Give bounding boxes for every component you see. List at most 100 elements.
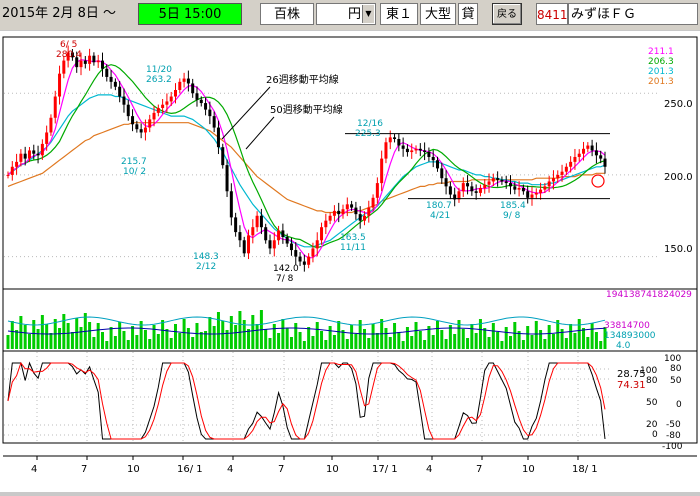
volume-bar <box>285 328 289 349</box>
volume-bar <box>530 335 534 349</box>
back-button[interactable]: 戻る <box>492 3 522 25</box>
candle-body <box>509 183 513 187</box>
volume-bar <box>126 340 130 349</box>
volume-bar <box>332 335 336 349</box>
volume-bar <box>423 340 427 349</box>
candle-body <box>393 137 397 139</box>
candle-body <box>521 188 525 192</box>
candle-body <box>216 127 220 148</box>
volume-bar <box>324 340 328 349</box>
volume-bar <box>66 323 70 349</box>
candle-body <box>397 139 401 146</box>
volume-bar <box>10 321 14 349</box>
volume-bar <box>453 334 457 349</box>
candle-body <box>182 78 186 82</box>
volume-bar <box>341 330 345 349</box>
currency-select[interactable]: 円 ▼ <box>316 3 376 25</box>
volume-bar <box>448 325 452 349</box>
size-class-field: 大型 <box>420 3 456 25</box>
candle-body <box>380 158 384 184</box>
candle-body <box>599 155 603 159</box>
volume-bar <box>367 338 371 349</box>
volume-bar <box>195 323 199 349</box>
candle-body <box>375 183 379 198</box>
volume-bar <box>375 333 379 349</box>
volume-bar <box>178 333 182 349</box>
volume-legend-current: 33814700 <box>604 321 650 331</box>
candle-body <box>225 165 229 192</box>
candle-body <box>298 256 302 262</box>
candle-body <box>483 184 487 188</box>
candle-body <box>543 186 547 190</box>
candle-body <box>569 161 573 167</box>
volume-bar <box>105 341 109 349</box>
candle-body <box>341 209 345 215</box>
volume-bar <box>58 328 62 349</box>
volume-bar <box>45 324 49 349</box>
volume-bar <box>277 333 281 349</box>
candle-body <box>32 150 36 154</box>
candle-body <box>255 215 259 228</box>
candle-body <box>539 189 543 193</box>
volume-bar <box>307 327 311 349</box>
candle-body <box>362 215 366 221</box>
volume-bar <box>122 331 126 349</box>
candle-body <box>582 148 586 154</box>
candle-body <box>315 240 319 249</box>
annotation-feb-price: 148.3 <box>193 252 219 262</box>
period-display[interactable]: 5日 15:00 <box>138 3 242 25</box>
annotation-dec-price: 225.3 <box>355 129 381 139</box>
volume-bar <box>79 327 83 349</box>
candle-body <box>414 148 418 151</box>
candle-body <box>242 240 246 254</box>
volume-bar <box>113 336 117 349</box>
candle-body <box>83 60 87 64</box>
stoch-k-line <box>7 361 606 440</box>
volume-bar <box>272 324 276 349</box>
volume-bar <box>139 321 143 349</box>
candle-body <box>487 181 491 185</box>
candle-body <box>311 248 315 257</box>
stoch-right-neg50: -50 <box>666 420 681 430</box>
chevron-down-icon[interactable]: ▼ <box>362 5 374 23</box>
unit-field[interactable]: 百株 <box>260 3 314 25</box>
x-axis-tick-label: 4 <box>426 464 432 475</box>
candle-body <box>135 124 139 130</box>
x-axis-tick-label: 10 <box>522 464 535 475</box>
volume-bar <box>311 336 315 349</box>
volume-bar <box>169 338 173 349</box>
volume-bar <box>109 327 113 349</box>
candle-body <box>405 148 409 153</box>
candle-body <box>229 191 233 218</box>
volume-bar <box>577 319 581 349</box>
candle-body <box>577 153 581 157</box>
candle-body <box>328 215 332 221</box>
candle-body <box>367 207 371 216</box>
toolbar: 2015年 2月 8日 ～ 5日 15:00 百株 円 ▼ 東１ 大型 貸 戻る … <box>0 0 700 30</box>
price-tick-250: 250.0 <box>664 99 693 110</box>
volume-bar <box>440 330 444 349</box>
ma-legend-26: 201.3 <box>648 67 674 77</box>
volume-bar <box>599 341 603 349</box>
annotation-jul-date: 7/ 8 <box>276 274 294 284</box>
annotation-feb-date: 2/12 <box>196 262 216 272</box>
exchange-field: 東１ <box>380 3 418 25</box>
ma50-callout-line <box>245 116 275 150</box>
candle-body <box>448 186 452 195</box>
volume-bar <box>573 333 577 349</box>
volume-bar <box>165 329 169 349</box>
stock-code-field[interactable]: 8411 <box>536 3 568 25</box>
price-tick-150: 150.0 <box>664 244 693 255</box>
candle-body <box>53 96 57 118</box>
volume-bar <box>590 323 594 349</box>
candle-body <box>401 145 405 149</box>
volume-bar <box>500 341 504 349</box>
annotation-high-price: 280.4 <box>56 50 82 60</box>
annotation-nov11-price: 163.5 <box>340 233 366 243</box>
stoch-right-0: 0 <box>676 400 682 410</box>
volume-bar <box>27 334 31 349</box>
volume-bar <box>152 325 156 349</box>
stoch-right-neg100: -100 <box>662 442 683 452</box>
candle-body <box>470 186 474 192</box>
candle-body <box>174 90 178 97</box>
